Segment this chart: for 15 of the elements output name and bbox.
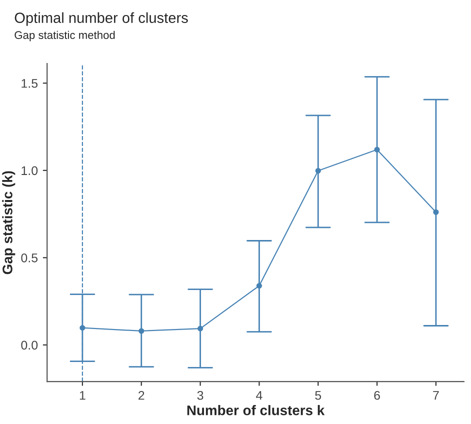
x-tick-label: 6	[374, 390, 380, 400]
chart-subtitle: Gap statistic method	[14, 30, 115, 42]
x-axis-title: Number of clusters k	[187, 405, 325, 416]
chart-title: Optimal number of clusters	[14, 12, 188, 26]
y-tick-label: 1.0	[22, 166, 38, 176]
y-axis-title: Gap statistic (k)	[2, 171, 16, 274]
y-tick-label: 0.5	[21, 253, 38, 262]
y-tick-label: 0.0	[21, 340, 38, 350]
x-tick-label: 1	[80, 391, 86, 400]
y-tick-label: 1.5	[22, 79, 38, 88]
x-tick-label: 3	[197, 390, 204, 400]
x-tick-label: 5	[315, 391, 322, 400]
x-tick-label: 2	[138, 390, 144, 400]
x-tick-label: 4	[256, 391, 262, 400]
x-tick-label: 7	[433, 391, 439, 400]
